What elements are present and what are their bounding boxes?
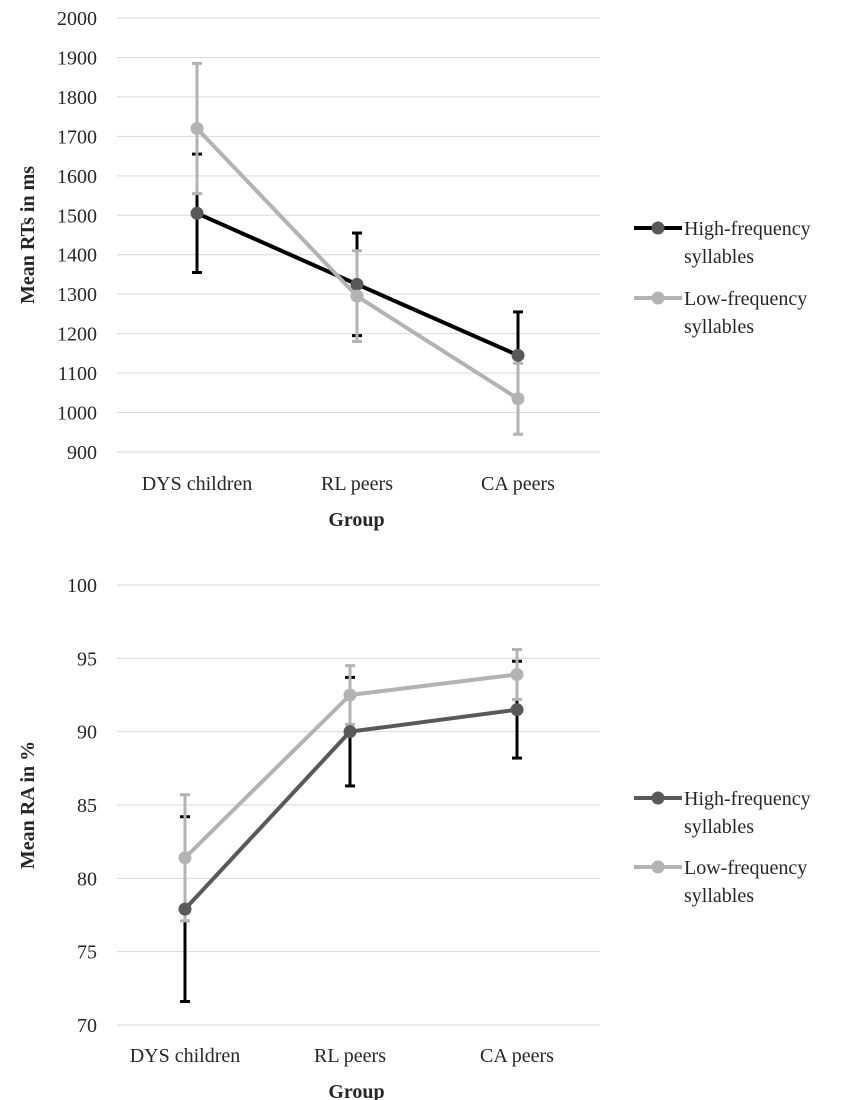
y-tick-label: 90 bbox=[77, 722, 97, 744]
y-tick-label: 1400 bbox=[57, 245, 97, 267]
y-tick-label: 1900 bbox=[57, 47, 97, 69]
legend-label-line: Low-frequency bbox=[684, 288, 807, 310]
y-tick-label: 1000 bbox=[57, 403, 97, 425]
data-point bbox=[510, 667, 524, 681]
y-tick-label: 1300 bbox=[57, 284, 97, 306]
y-tick-label: 100 bbox=[67, 575, 97, 597]
y-tick-label: 75 bbox=[77, 942, 97, 964]
legend-label-line: syllables bbox=[684, 885, 754, 907]
data-point bbox=[190, 121, 204, 135]
x-tick-label: DYS children bbox=[130, 1045, 241, 1067]
legend-label-line: Low-frequency bbox=[684, 857, 807, 879]
legend-label: High-frequency syllables bbox=[684, 788, 811, 838]
x-axis-title: Group bbox=[328, 509, 384, 531]
legend-label-line: High-frequency bbox=[684, 218, 811, 240]
legend-swatch-marker bbox=[651, 221, 665, 235]
x-tick-label: RL peers bbox=[314, 1045, 386, 1067]
data-point bbox=[510, 703, 524, 717]
legend-swatch-marker bbox=[651, 291, 665, 305]
y-axis-title: Mean RA in % bbox=[17, 741, 39, 869]
x-tick-label: DYS children bbox=[142, 473, 253, 495]
data-point bbox=[343, 725, 357, 739]
data-point bbox=[343, 688, 357, 702]
data-point bbox=[178, 902, 192, 916]
y-tick-label: 70 bbox=[77, 1015, 97, 1037]
y-axis-title: Mean RTs in ms bbox=[17, 166, 39, 304]
legend-label-line: syllables bbox=[684, 246, 754, 268]
x-tick-label: CA peers bbox=[480, 1045, 554, 1067]
y-tick-label: 1600 bbox=[57, 166, 97, 188]
y-tick-label: 95 bbox=[77, 648, 97, 670]
data-point bbox=[511, 392, 525, 406]
data-point bbox=[511, 348, 525, 362]
x-tick-label: CA peers bbox=[481, 473, 555, 495]
legend-label: High-frequency syllables bbox=[684, 218, 811, 268]
x-axis-title: Group bbox=[328, 1081, 384, 1100]
y-tick-label: 1700 bbox=[57, 126, 97, 148]
legend-label-line: syllables bbox=[684, 316, 754, 338]
legend-swatch-marker bbox=[651, 791, 665, 805]
y-tick-label: 1500 bbox=[57, 205, 97, 227]
y-tick-label: 1200 bbox=[57, 324, 97, 346]
legend-label: Low-frequency syllables bbox=[684, 857, 807, 907]
chart-2: 70 75 80 85 90 95 100 DYS children RL peers CA pe… bbox=[17, 575, 811, 1100]
y-tick-label: 80 bbox=[77, 868, 97, 890]
data-point bbox=[350, 277, 364, 291]
y-tick-label: 900 bbox=[67, 442, 97, 464]
y-tick-label: 1100 bbox=[58, 363, 97, 385]
legend-label-line: High-frequency bbox=[684, 788, 811, 810]
y-tick-label: 2000 bbox=[57, 8, 97, 30]
data-point bbox=[178, 851, 192, 865]
y-tick-label: 1800 bbox=[57, 87, 97, 109]
chart-1: 900 1000 1100 1200 1300 1400 1500 1600 1700 1800 1… bbox=[17, 8, 811, 531]
x-tick-label: RL peers bbox=[321, 473, 393, 495]
legend-label: Low-frequency syllables bbox=[684, 288, 807, 338]
legend-label-line: syllables bbox=[684, 816, 754, 838]
data-point bbox=[190, 206, 204, 220]
data-point bbox=[350, 289, 364, 303]
legend-swatch-marker bbox=[651, 860, 665, 874]
y-tick-label: 85 bbox=[77, 795, 97, 817]
